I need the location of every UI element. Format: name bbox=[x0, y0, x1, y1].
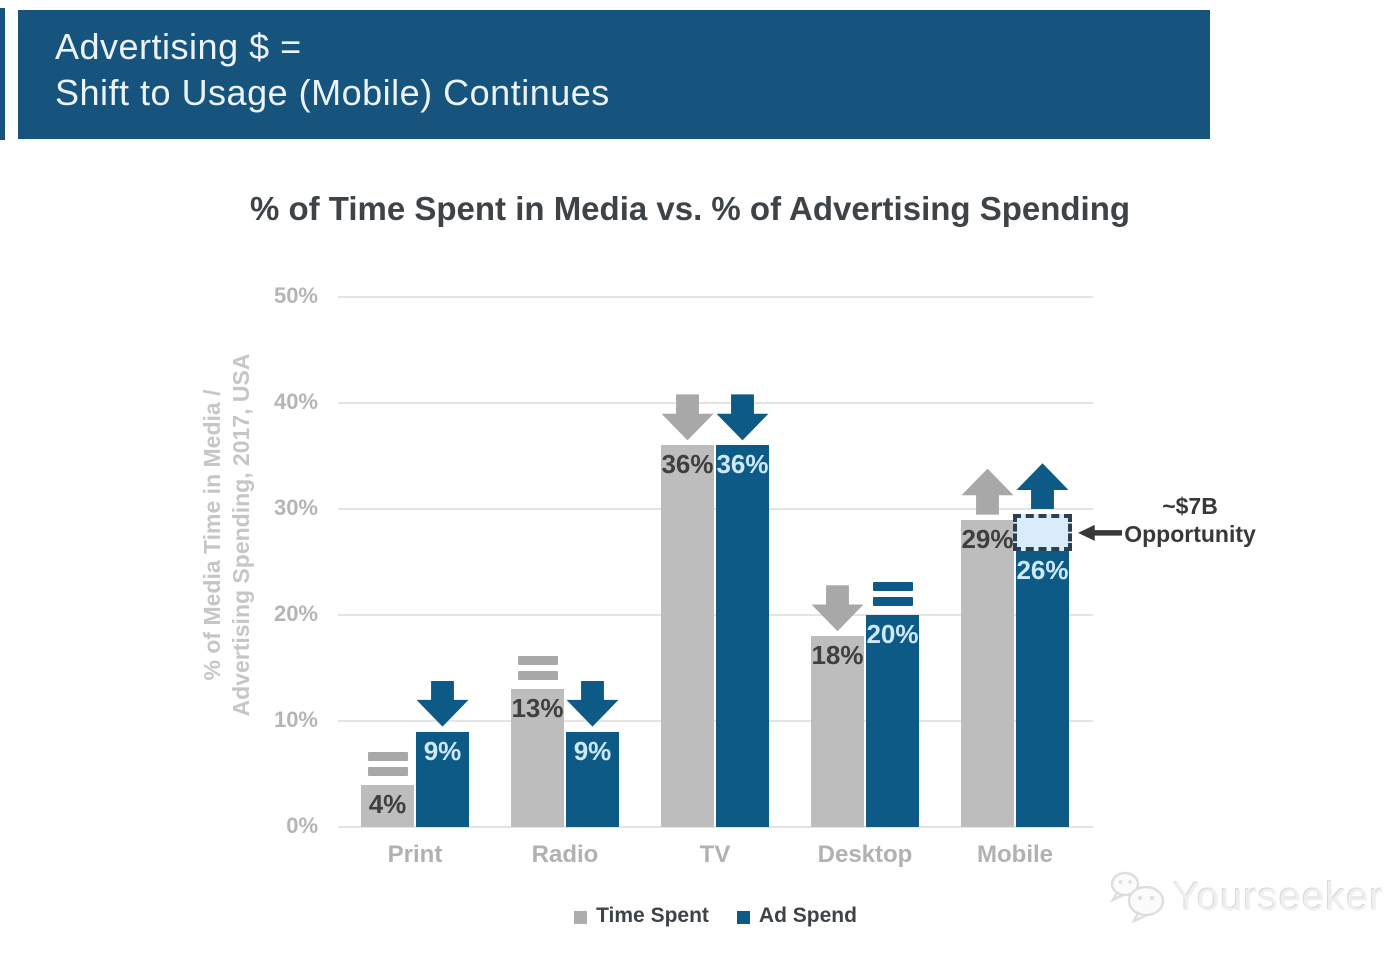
y-tick-label: 10% bbox=[273, 707, 318, 732]
down-trend-icon bbox=[811, 585, 864, 632]
x-category-label-desktop: Desktop bbox=[817, 841, 913, 868]
bar-mobile-time-spent bbox=[961, 519, 1014, 827]
bar-value-label: 9% bbox=[423, 735, 462, 766]
bar-value-label: 36% bbox=[661, 449, 714, 480]
banner-title-line1: Advertising $ = bbox=[55, 26, 302, 67]
x-category-label-mobile: Mobile bbox=[977, 841, 1053, 868]
up-trend-icon bbox=[1016, 463, 1069, 510]
ad-spend-swatch bbox=[736, 910, 750, 924]
bar-value-label: 36% bbox=[716, 449, 769, 480]
slide-edge-strip bbox=[0, 8, 5, 140]
bar-value-label: 9% bbox=[573, 735, 612, 766]
bar-desktop-time-spent bbox=[811, 636, 864, 827]
flat-trend-icon bbox=[872, 582, 913, 606]
gridline-50% bbox=[338, 296, 1093, 298]
y-tick-label: 20% bbox=[273, 601, 318, 626]
y-tick-label: 30% bbox=[273, 495, 318, 520]
bar-tv-ad-spend bbox=[716, 445, 769, 827]
opportunity-annotation-line1: ~$7B bbox=[1162, 493, 1218, 519]
x-category-label-print: Print bbox=[387, 841, 443, 868]
x-category-label-radio: Radio bbox=[531, 841, 599, 868]
watermark-text: Yourseeker bbox=[1173, 874, 1384, 919]
slide-header-banner: Advertising $ = Shift to Usage (Mobile) … bbox=[18, 10, 1210, 139]
bar-radio-time-spent bbox=[511, 689, 564, 827]
gridline-40% bbox=[338, 402, 1093, 404]
y-tick-label: 50% bbox=[273, 283, 318, 308]
bar-print-ad-spend bbox=[416, 731, 469, 827]
gridline-30% bbox=[338, 508, 1093, 510]
flat-trend-icon bbox=[367, 751, 408, 776]
opportunity-annotation: ~$7B Opportunity bbox=[1120, 492, 1260, 548]
bar-desktop-ad-spend bbox=[866, 615, 919, 827]
gridline-20% bbox=[338, 614, 1093, 616]
y-tick-label: 40% bbox=[273, 389, 318, 414]
x-category-label-tv: TV bbox=[699, 841, 731, 868]
flat-trend-icon bbox=[517, 656, 558, 681]
wechat-bubbles-icon bbox=[1109, 871, 1165, 924]
bar-value-label: 13% bbox=[511, 693, 564, 724]
bar-tv-time-spent bbox=[661, 445, 714, 827]
bar-print-time-spent bbox=[361, 784, 414, 827]
bar-value-label: 20% bbox=[866, 619, 919, 649]
gridline-0% bbox=[338, 826, 1093, 828]
time-spent-swatch bbox=[574, 910, 588, 924]
left-arrow-icon bbox=[1078, 524, 1122, 541]
watermark: Yourseeker bbox=[1108, 870, 1384, 924]
chart-title: % of Time Spent in Media vs. % of Advert… bbox=[249, 190, 1131, 227]
bar-mobile-ad-spend bbox=[1016, 551, 1069, 827]
legend-item-time-spent: Time Spent bbox=[574, 904, 709, 928]
legend-label-ad-spend: Ad Spend bbox=[758, 904, 857, 927]
legend: Time Spent Ad Spend bbox=[338, 904, 1093, 928]
opportunity-box bbox=[1013, 514, 1072, 552]
bar-value-label: 4% bbox=[368, 788, 407, 819]
opportunity-annotation-line2: Opportunity bbox=[1124, 521, 1256, 547]
bar-value-label: 29% bbox=[961, 523, 1014, 554]
banner-title-line2: Shift to Usage (Mobile) Continues bbox=[55, 72, 610, 113]
gridline-10% bbox=[338, 720, 1093, 722]
y-tick-label: 0% bbox=[286, 813, 318, 838]
legend-label-time-spent: Time Spent bbox=[596, 904, 709, 927]
bar-radio-ad-spend bbox=[566, 731, 619, 827]
bar-value-label: 26% bbox=[1016, 555, 1069, 586]
y-axis-label-line1: % of Media Time in Media / bbox=[199, 389, 225, 681]
legend-item-ad-spend: Ad Spend bbox=[736, 904, 857, 928]
bar-value-label: 18% bbox=[811, 640, 864, 671]
